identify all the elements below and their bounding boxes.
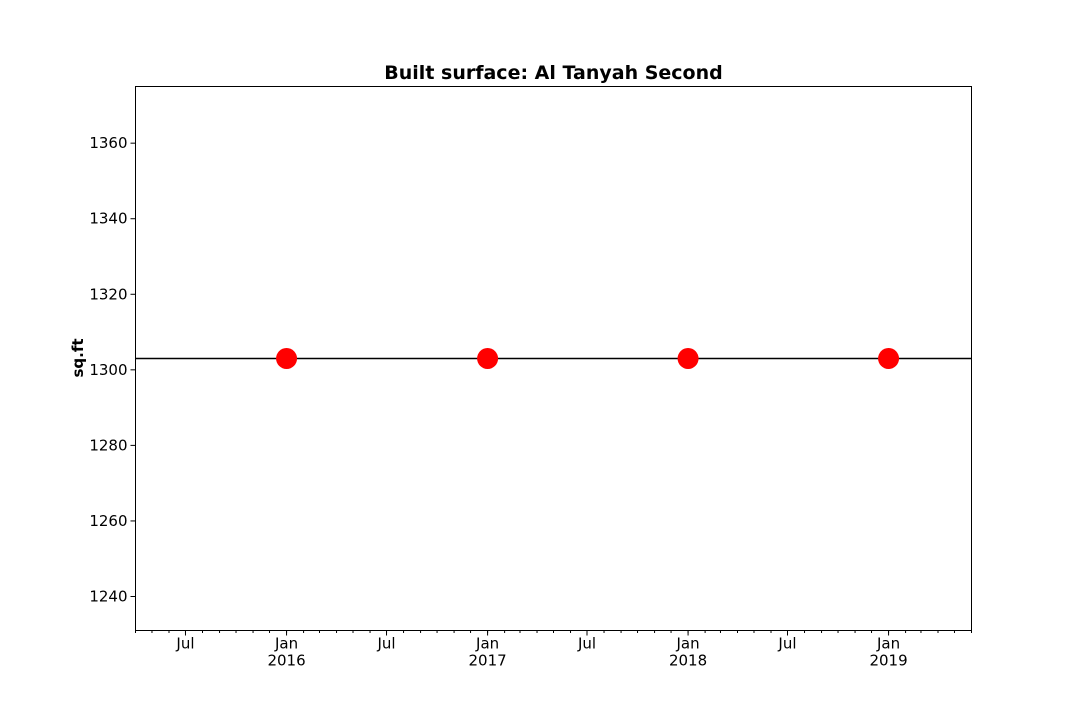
y-axis-ticks: 1240 1260 1280 1300 1320 1340 1360 [89, 134, 136, 606]
x-tick-label: Jan [475, 635, 499, 653]
x-tick-label: Jan [876, 635, 900, 653]
chart-title: Built surface: Al Tanyah Second [384, 62, 722, 84]
x-axis-minor-ticks [135, 630, 972, 633]
data-point [878, 348, 900, 369]
x-tick-year-label: 2019 [869, 652, 907, 670]
x-tick-label: Jul [175, 635, 194, 653]
x-tick-year-label: 2016 [267, 652, 305, 670]
y-tick-label: 1360 [89, 134, 127, 152]
x-tick-label: Jul [777, 635, 796, 653]
y-tick-label: 1300 [89, 361, 127, 379]
x-tick-label: Jul [577, 635, 596, 653]
y-tick-label: 1280 [89, 436, 127, 454]
y-tick-label: 1340 [89, 210, 127, 228]
x-tick-label: Jan [274, 635, 298, 653]
data-points [276, 348, 900, 369]
data-point [276, 348, 298, 369]
x-tick-year-label: 2018 [669, 652, 707, 670]
x-tick-label: Jul [376, 635, 395, 653]
y-tick-label: 1320 [89, 285, 127, 303]
y-axis-label: sq.ft [69, 338, 87, 377]
data-point [477, 348, 499, 369]
y-tick-label: 1260 [89, 512, 127, 530]
x-tick-year-label: 2017 [468, 652, 506, 670]
y-tick-label: 1240 [89, 588, 127, 606]
x-tick-label: Jan [676, 635, 700, 653]
data-point [677, 348, 699, 369]
